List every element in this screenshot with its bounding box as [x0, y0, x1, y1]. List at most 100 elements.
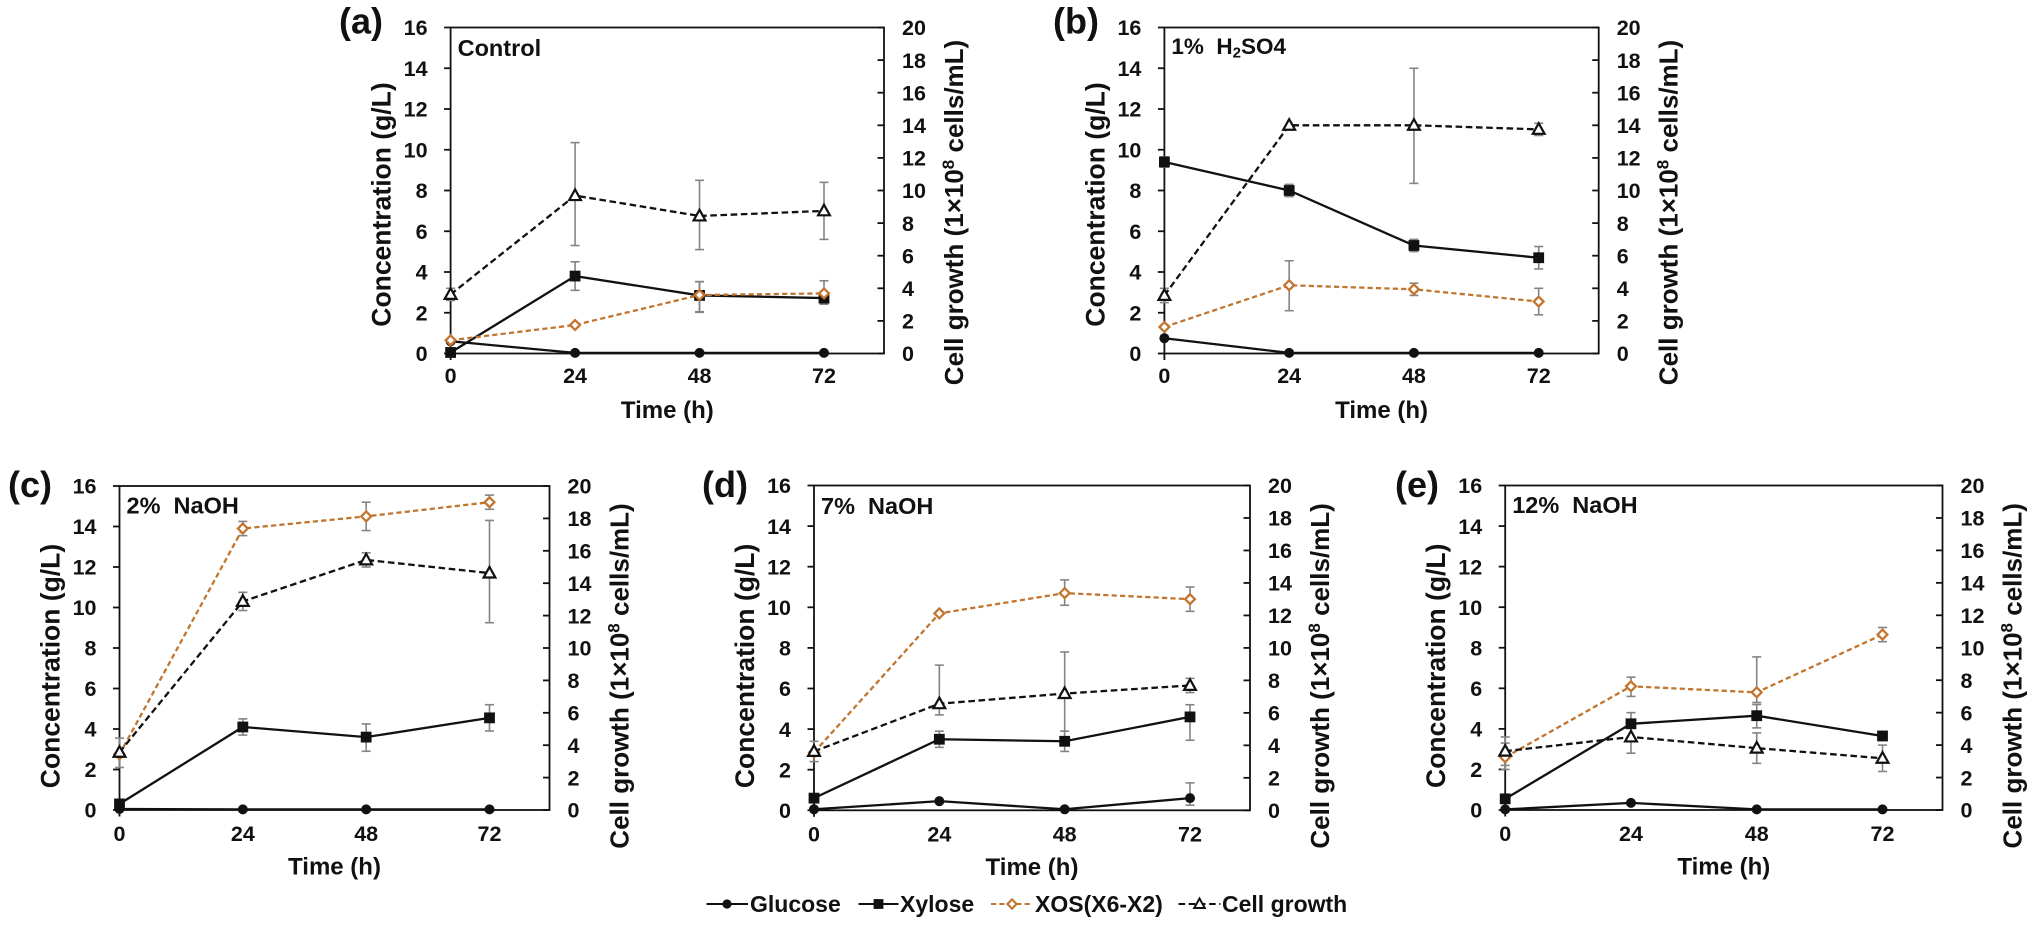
- svg-text:16: 16: [767, 474, 791, 498]
- svg-text:4: 4: [1268, 734, 1280, 758]
- svg-text:72: 72: [1178, 822, 1202, 846]
- svg-text:12: 12: [568, 604, 592, 628]
- svg-text:6: 6: [1470, 677, 1482, 701]
- svg-text:12: 12: [1458, 555, 1482, 579]
- svg-text:10: 10: [404, 138, 428, 162]
- svg-text:14: 14: [1617, 114, 1641, 138]
- svg-text:6: 6: [1129, 220, 1141, 244]
- svg-text:12: 12: [1961, 604, 1985, 628]
- svg-text:20: 20: [902, 16, 926, 40]
- svg-text:12: 12: [404, 98, 428, 122]
- svg-text:8: 8: [1961, 669, 1973, 693]
- svg-text:Cell growth: Cell growth: [1222, 891, 1347, 917]
- svg-text:8: 8: [1129, 179, 1141, 203]
- svg-text:12: 12: [73, 556, 97, 580]
- svg-text:0: 0: [1129, 342, 1141, 366]
- svg-text:20: 20: [1268, 474, 1292, 498]
- svg-text:10: 10: [1961, 636, 1985, 660]
- svg-text:4: 4: [902, 277, 914, 301]
- svg-text:18: 18: [568, 507, 592, 531]
- svg-text:16: 16: [73, 475, 97, 499]
- svg-text:14: 14: [1268, 572, 1292, 596]
- svg-text:2: 2: [416, 301, 428, 325]
- svg-text:16: 16: [1961, 539, 1985, 563]
- svg-text:0: 0: [416, 342, 428, 366]
- svg-text:8: 8: [1268, 669, 1280, 693]
- svg-text:48: 48: [1745, 822, 1769, 846]
- svg-text:Control: Control: [458, 35, 542, 61]
- svg-text:8: 8: [779, 637, 791, 661]
- svg-text:14: 14: [1961, 572, 1985, 596]
- svg-text:10: 10: [1268, 637, 1292, 661]
- svg-text:14: 14: [767, 515, 791, 539]
- svg-text:0: 0: [85, 799, 97, 823]
- svg-text:0: 0: [1268, 799, 1280, 823]
- svg-text:Time (h): Time (h): [986, 854, 1079, 881]
- svg-text:Time (h): Time (h): [621, 397, 714, 424]
- svg-text:72: 72: [1871, 822, 1895, 846]
- svg-text:48: 48: [688, 364, 712, 388]
- svg-text:6: 6: [1961, 701, 1973, 725]
- svg-text:6: 6: [902, 244, 914, 268]
- svg-text:72: 72: [1527, 364, 1551, 388]
- svg-text:18: 18: [1268, 507, 1292, 531]
- svg-text:4: 4: [416, 261, 428, 285]
- svg-text:24: 24: [1277, 364, 1301, 388]
- svg-text:0: 0: [1617, 342, 1629, 366]
- svg-text:2% NaOH: 2% NaOH: [127, 493, 239, 519]
- svg-text:Concentration (g/L): Concentration (g/L): [1421, 544, 1451, 788]
- svg-text:8: 8: [568, 669, 580, 693]
- svg-text:8: 8: [1470, 636, 1482, 660]
- svg-text:Concentration (g/L): Concentration (g/L): [36, 544, 66, 788]
- svg-text:2: 2: [1961, 766, 1973, 790]
- svg-text:2: 2: [1129, 301, 1141, 325]
- svg-text:72: 72: [478, 822, 502, 846]
- svg-text:(d): (d): [702, 464, 748, 505]
- svg-text:48: 48: [1402, 364, 1426, 388]
- svg-text:10: 10: [767, 596, 791, 620]
- svg-text:(b): (b): [1053, 1, 1099, 42]
- svg-text:20: 20: [568, 475, 592, 499]
- svg-text:14: 14: [902, 114, 926, 138]
- svg-text:12% NaOH: 12% NaOH: [1512, 492, 1637, 518]
- svg-text:0: 0: [568, 799, 580, 823]
- svg-text:0: 0: [1158, 364, 1170, 388]
- svg-text:2: 2: [1617, 310, 1629, 334]
- svg-text:24: 24: [1619, 822, 1643, 846]
- svg-text:4: 4: [1129, 261, 1141, 285]
- svg-text:8: 8: [85, 637, 97, 661]
- svg-text:10: 10: [1117, 138, 1141, 162]
- svg-text:8: 8: [416, 179, 428, 203]
- svg-text:12: 12: [902, 147, 926, 171]
- svg-text:12: 12: [1268, 604, 1292, 628]
- svg-text:(c): (c): [8, 464, 52, 505]
- svg-text:6: 6: [568, 702, 580, 726]
- svg-text:XOS(X6-X2): XOS(X6-X2): [1035, 891, 1163, 917]
- svg-text:10: 10: [1617, 179, 1641, 203]
- svg-text:20: 20: [1961, 474, 1985, 498]
- svg-text:0: 0: [1499, 822, 1511, 846]
- svg-text:24: 24: [563, 364, 587, 388]
- svg-text:(e): (e): [1395, 464, 1439, 505]
- svg-text:0: 0: [114, 822, 126, 846]
- svg-text:Time (h): Time (h): [1335, 397, 1428, 424]
- svg-text:(a): (a): [339, 1, 383, 42]
- svg-text:48: 48: [354, 822, 378, 846]
- svg-text:0: 0: [1470, 799, 1482, 823]
- svg-text:16: 16: [1117, 16, 1141, 40]
- svg-text:24: 24: [927, 822, 951, 846]
- svg-text:Cell growth (1×108 cells/mL): Cell growth (1×108 cells/mL): [605, 503, 635, 848]
- svg-text:Cell growth (1×108 cells/mL): Cell growth (1×108 cells/mL): [1305, 503, 1335, 848]
- svg-text:Concentration (g/L): Concentration (g/L): [1080, 82, 1110, 326]
- svg-text:6: 6: [1268, 702, 1280, 726]
- svg-text:0: 0: [445, 364, 457, 388]
- svg-text:16: 16: [404, 16, 428, 40]
- svg-text:6: 6: [1617, 244, 1629, 268]
- svg-text:4: 4: [1961, 734, 1973, 758]
- svg-text:12: 12: [1617, 147, 1641, 171]
- svg-text:0: 0: [779, 799, 791, 823]
- svg-text:6: 6: [779, 677, 791, 701]
- svg-text:12: 12: [1117, 98, 1141, 122]
- svg-text:24: 24: [231, 822, 255, 846]
- svg-text:Cell growth (1×108 cells/mL): Cell growth (1×108 cells/mL): [1998, 503, 2028, 848]
